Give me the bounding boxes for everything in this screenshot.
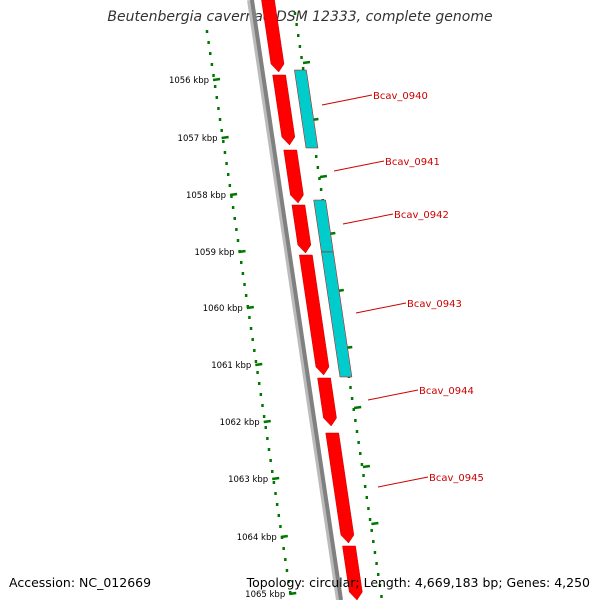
gene-label: Bcav_0941 (385, 157, 440, 168)
ruler-labels: 1056 kbp 1057 kbp 1058 kbp 1059 kbp 1060 kbp… (169, 76, 297, 600)
gene-label-leader (377, 476, 429, 488)
map-title: Beutenbergia cavernae DSM 12333, complet… (107, 9, 493, 25)
gene-arrow (272, 74, 296, 146)
gene-label-leader (342, 213, 394, 225)
gene-label: Bcav_0942 (394, 210, 449, 221)
gene-label-leader (355, 302, 407, 314)
gene-arrow (283, 149, 304, 204)
ruler-label: 1061 kbp (211, 361, 251, 371)
ruler-label: 1064 kbp (237, 533, 277, 543)
ruler-major-tick (212, 77, 221, 82)
gene-arrow (342, 545, 363, 600)
gene-arrow (317, 377, 337, 427)
ruler-label: 1065 kbp (245, 590, 285, 600)
ruler-label: 1059 kbp (194, 248, 234, 258)
ruler-label: 1057 kbp (178, 134, 218, 144)
ruler-major-tick (238, 249, 246, 254)
gene-label: Bcav_0943 (407, 299, 462, 310)
gene-arrow (325, 432, 355, 544)
reverse-genes (294, 69, 353, 378)
ruler-major-tick (255, 362, 263, 367)
gene-label: Bcav_0945 (429, 473, 484, 484)
outer-major-tick (319, 174, 328, 179)
outer-major-tick (353, 405, 362, 410)
gene-label-leader (321, 94, 373, 106)
ruler-major-tick (229, 192, 238, 197)
gene-arrow (261, 0, 285, 73)
gene-label: Bcav_0944 (419, 386, 474, 397)
backbone-line (250, 0, 343, 600)
outer-major-tick (371, 521, 379, 526)
inner-tick-track (205, 30, 292, 594)
gene-label: Bcav_0940 (373, 91, 428, 102)
accession-text: Accession: NC_012669 (9, 575, 152, 590)
ruler-major-tick (246, 305, 254, 310)
ruler-major-tick (272, 476, 280, 481)
ruler-label: 1058 kbp (186, 191, 226, 201)
outer-major-tick (362, 464, 371, 469)
gene-arrow (294, 69, 319, 149)
gene-labels: Bcav_0940 Bcav_0941 Bcav_0942 Bcav_0943 Bcav… (321, 91, 484, 488)
ruler-label: 1063 kbp (228, 475, 268, 485)
gene-arrow (321, 251, 353, 378)
ruler-label: 1060 kbp (203, 304, 243, 314)
ruler-major-tick (263, 419, 271, 424)
gene-arrow (291, 204, 312, 254)
ruler-major-tick (221, 135, 229, 140)
gene-label-leader (333, 160, 385, 172)
ruler-major-tick (280, 534, 288, 539)
forward-genes (261, 0, 363, 600)
outer-major-tick (302, 60, 311, 65)
gene-arrow (299, 254, 330, 376)
gene-arrow (313, 199, 334, 253)
ruler-major-tick (289, 591, 297, 596)
ruler-label: 1062 kbp (220, 418, 260, 428)
genome-summary-text: Topology: circular; Length: 4,669,183 bp… (246, 575, 590, 590)
gene-label-leader (367, 389, 419, 401)
ruler-label: 1056 kbp (169, 76, 209, 86)
